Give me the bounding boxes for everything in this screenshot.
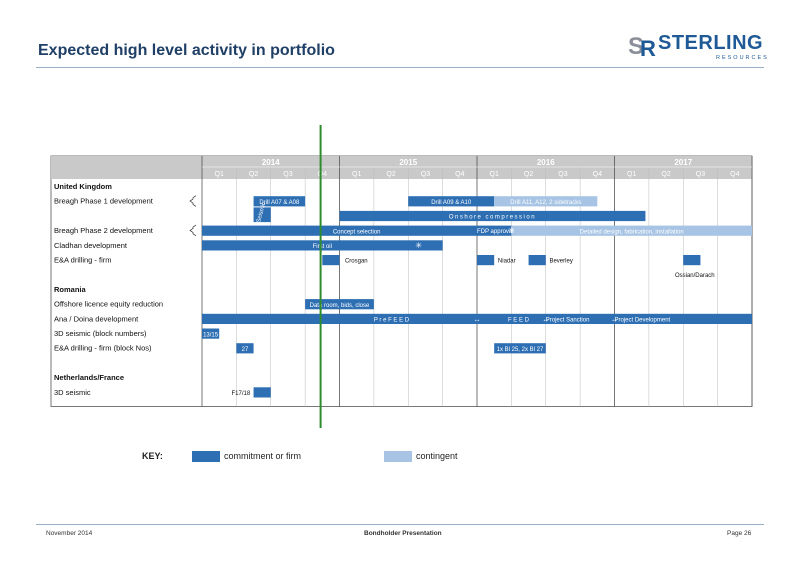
year-label: 2015 [399, 158, 417, 167]
bar-label: Data room, bids, close [310, 303, 370, 309]
bar-label: Drill A07 & A08 [259, 200, 300, 206]
key-title: KEY: [142, 451, 163, 461]
bar-label: Detailed design, fabrication, installati… [580, 229, 684, 235]
quarter-label: Q2 [661, 171, 670, 178]
bar-label: 1x Bl 25, 2x Bl 27 [497, 347, 544, 353]
annotation-text: Project Sanction [546, 317, 590, 323]
key-firm-swatch [192, 451, 220, 462]
annotation-text: Niadar [498, 259, 516, 265]
page-title: Expected high level activity in portfoli… [38, 42, 335, 59]
logo-wordmark: STERLING [658, 32, 764, 54]
company-logo: S R STERLING RESOURCES [628, 30, 768, 64]
gantt-bar [305, 299, 374, 310]
footer-page: Page 26 [727, 530, 752, 537]
row-label: Breagh Phase 1 development [54, 197, 154, 206]
bar-label: First oil [313, 244, 332, 250]
quarter-label: Q2 [386, 171, 395, 178]
gantt-bar [202, 225, 512, 236]
annotation-text: P r e F E E D [374, 317, 410, 323]
milestone-star: ✳ [508, 226, 515, 235]
bar-label: 27 [242, 347, 249, 353]
gantt-bar [236, 343, 254, 354]
annotation-text: Beverley [549, 259, 572, 265]
quarter-label: Q3 [421, 171, 430, 178]
footer-date: November 2014 [46, 530, 93, 537]
gantt-bar [253, 387, 271, 398]
row-label: Cladhan development [54, 241, 128, 250]
year-label: 2017 [674, 158, 692, 167]
gantt-bar [202, 313, 752, 324]
quarter-label: Q4 [455, 171, 464, 178]
annotation-text: Ossian/Darach [675, 273, 715, 279]
quarter-label: Q1 [627, 171, 636, 178]
key-firm-label: commitment or firm [224, 451, 302, 461]
quarter-label: Q2 [249, 171, 258, 178]
footer-title: Bondholder Presentation [364, 530, 442, 537]
row-label: 3D seismic [54, 388, 91, 397]
quarter-label: Q4 [318, 171, 327, 178]
bar-label: Onshore compression [449, 215, 536, 221]
bar-label: Concept selection [333, 229, 381, 235]
logo-subtitle: RESOURCES [716, 55, 769, 61]
row-label: E&A drilling - firm [54, 256, 112, 265]
phase2-bracket [189, 224, 197, 237]
annotation-text: Project Development [615, 317, 671, 323]
gantt-bar [202, 328, 220, 339]
gantt-bar [511, 225, 752, 236]
row-label: Romania [54, 285, 87, 294]
timeline-header [51, 156, 752, 179]
bar-label: Drill A11, A12, 2 sidetracks [510, 200, 581, 206]
annotation-text: F E E D [508, 317, 530, 323]
sr-logo-icon: S R [628, 33, 656, 61]
quarter-label: Q4 [730, 171, 739, 178]
chart-frame [50, 155, 753, 407]
quarter-label: Q4 [593, 171, 602, 178]
quarter-label: Q3 [283, 171, 292, 178]
quarter-label: Q3 [696, 171, 705, 178]
key-contingent-label: contingent [416, 451, 458, 461]
bar-label: 13/15 [203, 332, 219, 338]
row-label: Offshore licence equity reduction [54, 300, 163, 309]
bar-label: Drill A09 & A10 [431, 200, 472, 206]
quarter-label: Q1 [352, 171, 361, 178]
phase-arrow: ↔ [474, 316, 481, 323]
gantt-bar [322, 255, 340, 266]
row-label: Ana / Doina development [54, 314, 139, 323]
gantt-bar [494, 196, 598, 207]
gantt-bar [683, 255, 701, 266]
seismic-label: Seismic [256, 202, 267, 224]
phase-arrow: ↔ [611, 316, 618, 323]
gantt-chart: 2014 2015 2016 2017 Q1 Q2 Q3 Q4 Q1 Q2 Q3 Q4 Q1 Q2 Q3 Q4… [50, 125, 753, 428]
year-label: 2014 [262, 158, 280, 167]
quarter-label: Q3 [558, 171, 567, 178]
annotation-text: Crosgan [345, 259, 368, 265]
quarter-label: Q1 [490, 171, 499, 178]
row-label: Netherlands/France [54, 373, 124, 382]
svg-text:R: R [640, 36, 656, 61]
gantt-bar [477, 255, 495, 266]
seismic-bar [253, 207, 271, 223]
annotation-text: F17/18 [232, 391, 251, 397]
quarter-label: Q1 [215, 171, 224, 178]
footer-divider [36, 524, 764, 525]
milestone-star: ✳ [415, 241, 422, 250]
title-divider [36, 67, 764, 68]
annotation-text: FDP approval [477, 229, 514, 235]
row-label: Breagh Phase 2 development [54, 226, 154, 235]
row-label: 3D seismic (block numbers) [54, 329, 147, 338]
row-label: United Kingdom [54, 182, 112, 191]
phase1-bracket [189, 195, 197, 207]
gantt-bar [494, 343, 546, 354]
gantt-bar [408, 196, 495, 207]
svg-text:S: S [628, 33, 644, 60]
phase-arrow: ↔ [542, 316, 549, 323]
gantt-bar [253, 196, 306, 207]
gantt-bar [202, 240, 443, 251]
gantt-bar [528, 255, 546, 266]
quarter-label: Q2 [524, 171, 533, 178]
row-label: E&A drilling - firm (block Nos) [54, 344, 152, 353]
key-contingent-swatch [384, 451, 412, 462]
year-label: 2016 [537, 158, 555, 167]
gantt-bar [339, 210, 646, 222]
